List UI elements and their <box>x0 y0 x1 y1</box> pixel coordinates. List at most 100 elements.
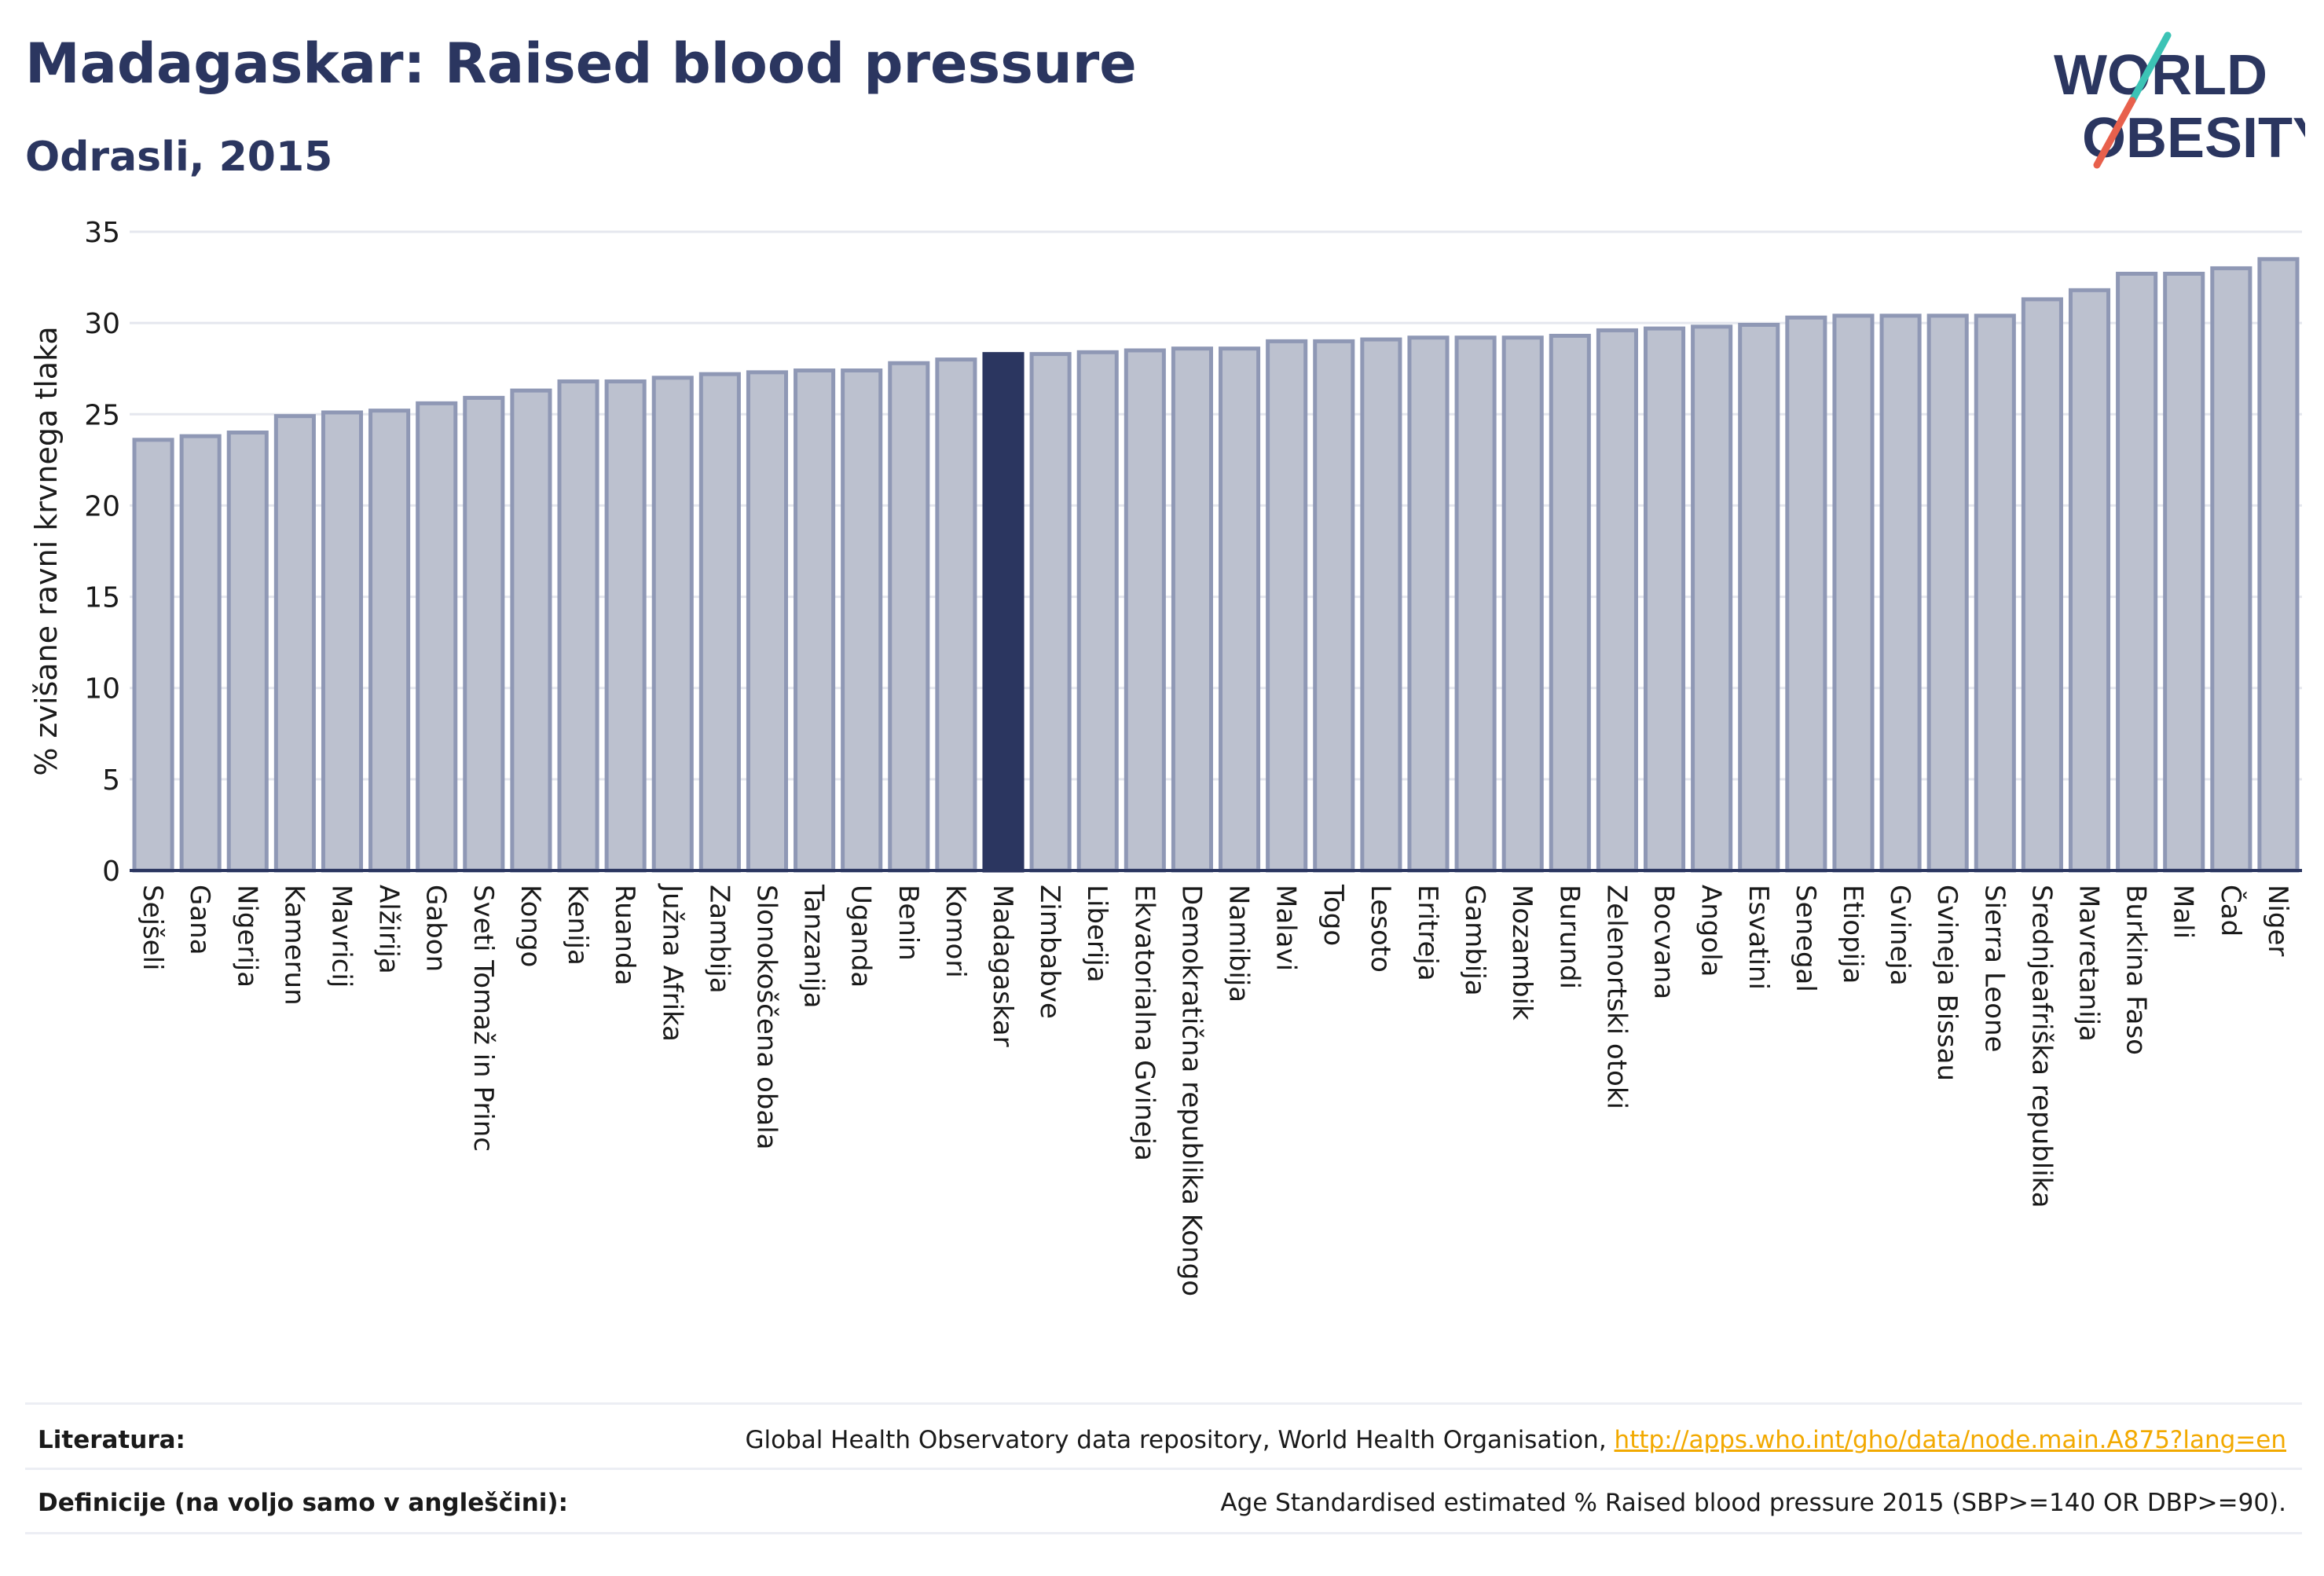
x-tick-label: Liberija <box>1081 885 1113 983</box>
logo-slash-coral <box>2093 97 2136 169</box>
bar <box>2021 297 2063 873</box>
x-tick-label: Bocvana <box>1648 885 1680 999</box>
x-tick-label: Kamerun <box>278 885 310 1006</box>
x-tick-label: Togo <box>1318 884 1349 946</box>
x-tick-label: Angola <box>1695 885 1727 977</box>
bar <box>1974 313 2016 873</box>
bar <box>2163 271 2205 873</box>
x-tick-label: Demokratična republika Kongo <box>1175 885 1207 1296</box>
category-labels: Sejšeli Gana Nigerija Kamerun Mavricij Alžiri… <box>137 883 2293 1296</box>
x-tick-label: Komori <box>940 885 971 978</box>
world-obesity-logo: WORLD OBESITY <box>2054 31 2305 169</box>
x-tick-label: Madagaskar <box>987 885 1018 1047</box>
bar <box>1879 313 1922 873</box>
footer-divider-top <box>25 1402 2302 1405</box>
bar <box>226 431 269 873</box>
bar <box>888 361 930 873</box>
bar <box>1076 350 1119 873</box>
x-tick-label: Esvatini <box>1743 885 1774 990</box>
bar <box>2257 257 2300 873</box>
bar <box>2116 271 2158 873</box>
x-tick-label: Gabon <box>420 885 452 972</box>
bar <box>1549 333 1591 873</box>
bar-chart: 0 5 10 15 20 25 30 35 % zvišane ravni krvnega tl… <box>29 217 2302 1296</box>
x-tick-label: Kenija <box>562 885 593 966</box>
x-tick-label: Zimbabve <box>1034 885 1065 1019</box>
x-tick-label: Burundi <box>1553 885 1585 989</box>
bar <box>463 395 505 873</box>
definitions-label: Definicije (na voljo samo v angleščini): <box>38 1489 568 1517</box>
x-tick-label: Benin <box>893 885 924 961</box>
x-tick-label: Srednjeafriška republika <box>2025 885 2057 1208</box>
bar <box>1501 335 1544 873</box>
x-tick-label: Uganda <box>845 885 877 988</box>
y-tick-label: 30 <box>84 308 120 340</box>
bar <box>557 379 599 873</box>
x-tick-label: Mavricij <box>325 885 357 988</box>
bar <box>794 368 836 873</box>
bar <box>321 410 364 873</box>
bar <box>1029 352 1072 873</box>
x-tick-label: Mavretanija <box>2073 885 2105 1042</box>
x-tick-label: Alžirija <box>373 885 405 974</box>
bar <box>1643 326 1686 873</box>
bar <box>273 414 316 873</box>
footer-divider-bottom <box>25 1532 2302 1534</box>
x-tick-label: Čad <box>2215 885 2247 936</box>
x-tick-label: Sierra Leone <box>1978 885 2010 1052</box>
y-axis-label: % zvišane ravni krvnega tlaka <box>29 326 64 775</box>
x-tick-label: Zambija <box>703 885 735 994</box>
x-tick-label: Gana <box>184 885 215 955</box>
x-tick-label: Zelenortski otoki <box>1600 885 1632 1109</box>
chart-subtitle: Odrasli, 2015 <box>25 134 333 181</box>
bar <box>2210 266 2253 873</box>
y-tick-label: 20 <box>84 490 120 522</box>
bar-highlight <box>982 352 1025 873</box>
footer-divider-middle <box>25 1468 2302 1470</box>
bar <box>1407 335 1450 873</box>
bar <box>935 357 977 873</box>
x-tick-label: Lesoto <box>1365 885 1396 973</box>
literature-label: Literatura: <box>38 1426 185 1454</box>
y-tick-label: 5 <box>102 764 120 797</box>
x-tick-label: Senegal <box>1790 885 1821 992</box>
bar <box>1926 313 1969 873</box>
x-tick-label: Eritreja <box>1412 885 1443 981</box>
bar <box>368 409 411 873</box>
bar <box>1785 315 1827 873</box>
y-tick-label: 10 <box>84 673 120 706</box>
x-tick-label: Ruanda <box>609 885 640 985</box>
bar <box>1738 322 1780 873</box>
literature-link[interactable]: http://apps.who.int/gho/data/node.main.A… <box>1614 1426 2286 1454</box>
bar <box>179 434 222 873</box>
x-tick-label: Sejšeli <box>137 885 168 970</box>
x-tick-label: Gambija <box>1459 885 1490 996</box>
bar <box>841 368 883 873</box>
y-tick-label: 15 <box>84 582 120 614</box>
bar <box>1266 339 1308 873</box>
chart-title: Madagaskar: Raised blood pressure <box>25 31 1137 96</box>
bar <box>1219 346 1261 873</box>
logo-slash-teal <box>2128 31 2172 104</box>
axes: 0 5 10 15 20 25 30 35 % zvišane ravni krvnega tl… <box>29 217 2302 888</box>
bar <box>416 401 458 873</box>
x-tick-label: Mozambik <box>1506 885 1538 1021</box>
bar <box>1596 328 1638 873</box>
x-tick-label: Sveti Tomaž in Princ <box>467 885 499 1152</box>
literature-text: Global Health Observatory data repositor… <box>745 1426 1615 1454</box>
bar <box>2068 288 2111 873</box>
x-tick-label: Namibija <box>1223 885 1255 1002</box>
x-tick-label: Burkina Faso <box>2121 885 2152 1055</box>
definitions-text: Age Standardised estimated % Raised bloo… <box>1220 1489 2286 1517</box>
x-tick-label: Nigerija <box>231 885 262 988</box>
x-tick-label: Mali <box>2168 885 2199 939</box>
x-tick-label: Etiopija <box>1837 885 1868 984</box>
bar <box>651 376 694 873</box>
x-tick-label: Kongo <box>515 885 546 967</box>
y-tick-label: 35 <box>84 217 120 249</box>
bar <box>1691 324 1733 873</box>
x-tick-label: Ekvatorialna Gvineja <box>1128 885 1160 1161</box>
bar <box>132 438 174 873</box>
x-tick-label: Gvineja <box>1884 885 1915 986</box>
y-tick-label: 0 <box>102 856 120 888</box>
